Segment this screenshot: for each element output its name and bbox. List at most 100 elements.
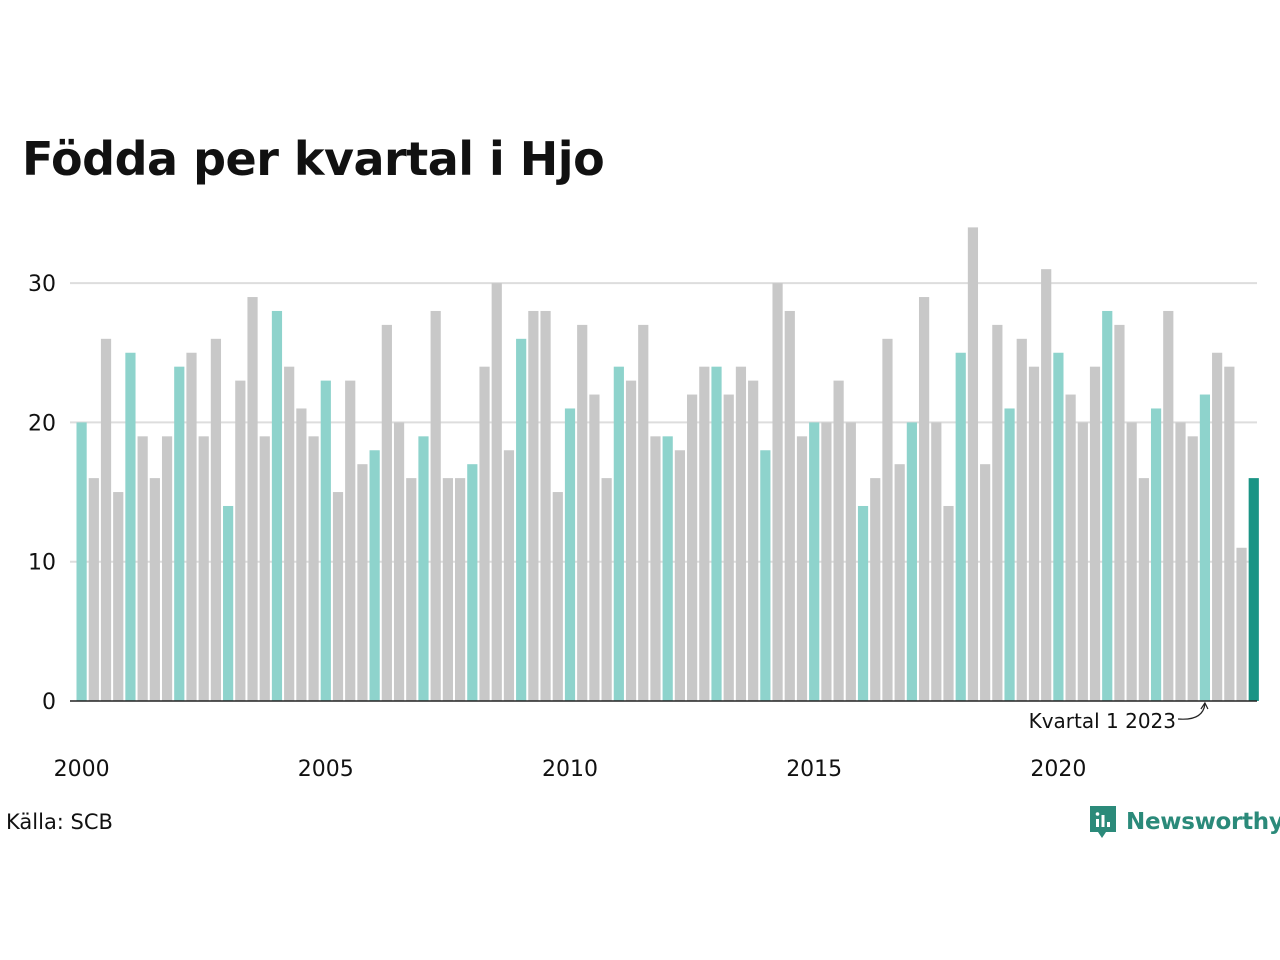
bar [1004,408,1015,701]
x-tick-label: 2020 [1030,757,1086,782]
bar [125,352,136,701]
bar [931,422,942,701]
y-tick-label: 30 [28,272,56,297]
bar [479,366,490,701]
bar [369,450,380,701]
bar [259,436,270,701]
bar [723,394,734,701]
bar [357,464,368,701]
bar-chart: 0 10 20 30 2000 2005 2010 2015 2020 Kvartal 1 2… [28,227,1259,782]
bar [943,505,954,701]
bar [674,450,685,701]
x-tick-label: 2015 [786,757,842,782]
bar [699,366,710,701]
bar [882,338,893,701]
bar [223,505,234,701]
bar [918,297,930,701]
bar [735,366,747,701]
annotation-arrowhead [1200,701,1209,710]
bar [894,464,905,701]
bar [809,422,820,701]
bar [760,450,771,701]
bar [442,478,453,701]
newsworthy-logo-icon [1090,806,1116,838]
bar [1163,310,1174,701]
bar [1089,366,1101,701]
x-tick-label: 2005 [298,757,354,782]
bar [455,478,466,701]
bar [589,394,600,701]
bar [906,422,917,701]
bar [393,422,405,701]
brand-logo: Newsworthy [1088,803,1280,841]
bar [662,436,673,701]
bar [516,338,527,701]
bar [772,283,783,701]
bar [503,450,515,701]
bar [748,380,759,701]
bar [1041,269,1052,701]
bar [161,436,173,701]
bar [955,352,966,701]
bar [271,310,283,701]
bar [650,436,661,701]
y-tick-label: 10 [28,551,56,576]
bar [235,380,246,701]
bar [687,394,698,701]
bar [552,492,563,701]
brand-name: Newsworthy [1126,809,1280,835]
bar [198,436,209,701]
bar [821,422,832,701]
bar [870,478,881,701]
bar [137,436,148,701]
bar [1248,478,1259,701]
bar [1212,352,1223,701]
y-axis-labels: 0 10 20 30 [28,272,56,715]
bar [1236,547,1247,701]
bar [711,366,722,701]
bar [796,436,808,701]
bar [1187,436,1198,701]
bars [76,227,1259,701]
bar [332,492,344,701]
x-axis-labels: 2000 2005 2010 2015 2020 [54,757,1087,782]
bar [528,310,539,701]
bar [1199,394,1211,701]
bar [564,408,576,701]
bar [540,310,551,701]
bar [100,338,112,701]
bar [1053,352,1064,701]
bar [296,408,307,701]
bar [638,324,649,701]
annotation-label: Kvartal 1 2023 [1029,709,1176,733]
bar [1102,310,1113,701]
annotation: Kvartal 1 2023 [1029,701,1209,733]
bar [1028,366,1040,701]
bar [88,478,99,701]
bar [1224,366,1235,701]
bar [308,436,319,701]
bar [784,310,795,701]
bar [345,380,356,701]
bar [613,366,624,701]
bar [284,366,295,701]
bar [430,310,441,701]
bar [406,478,417,701]
bar [247,297,258,701]
bar [186,352,197,701]
bar [149,478,160,701]
bar [1150,408,1162,701]
x-tick-label: 2010 [542,757,598,782]
bar [980,464,991,701]
bar [857,505,869,701]
bar [1016,338,1027,701]
bar [625,380,637,701]
bar [381,324,392,701]
bar [1138,478,1149,701]
bar [174,366,185,701]
bar [320,380,331,701]
bar [210,338,222,701]
bar [833,380,844,701]
bar [76,422,87,701]
bar [601,478,612,701]
